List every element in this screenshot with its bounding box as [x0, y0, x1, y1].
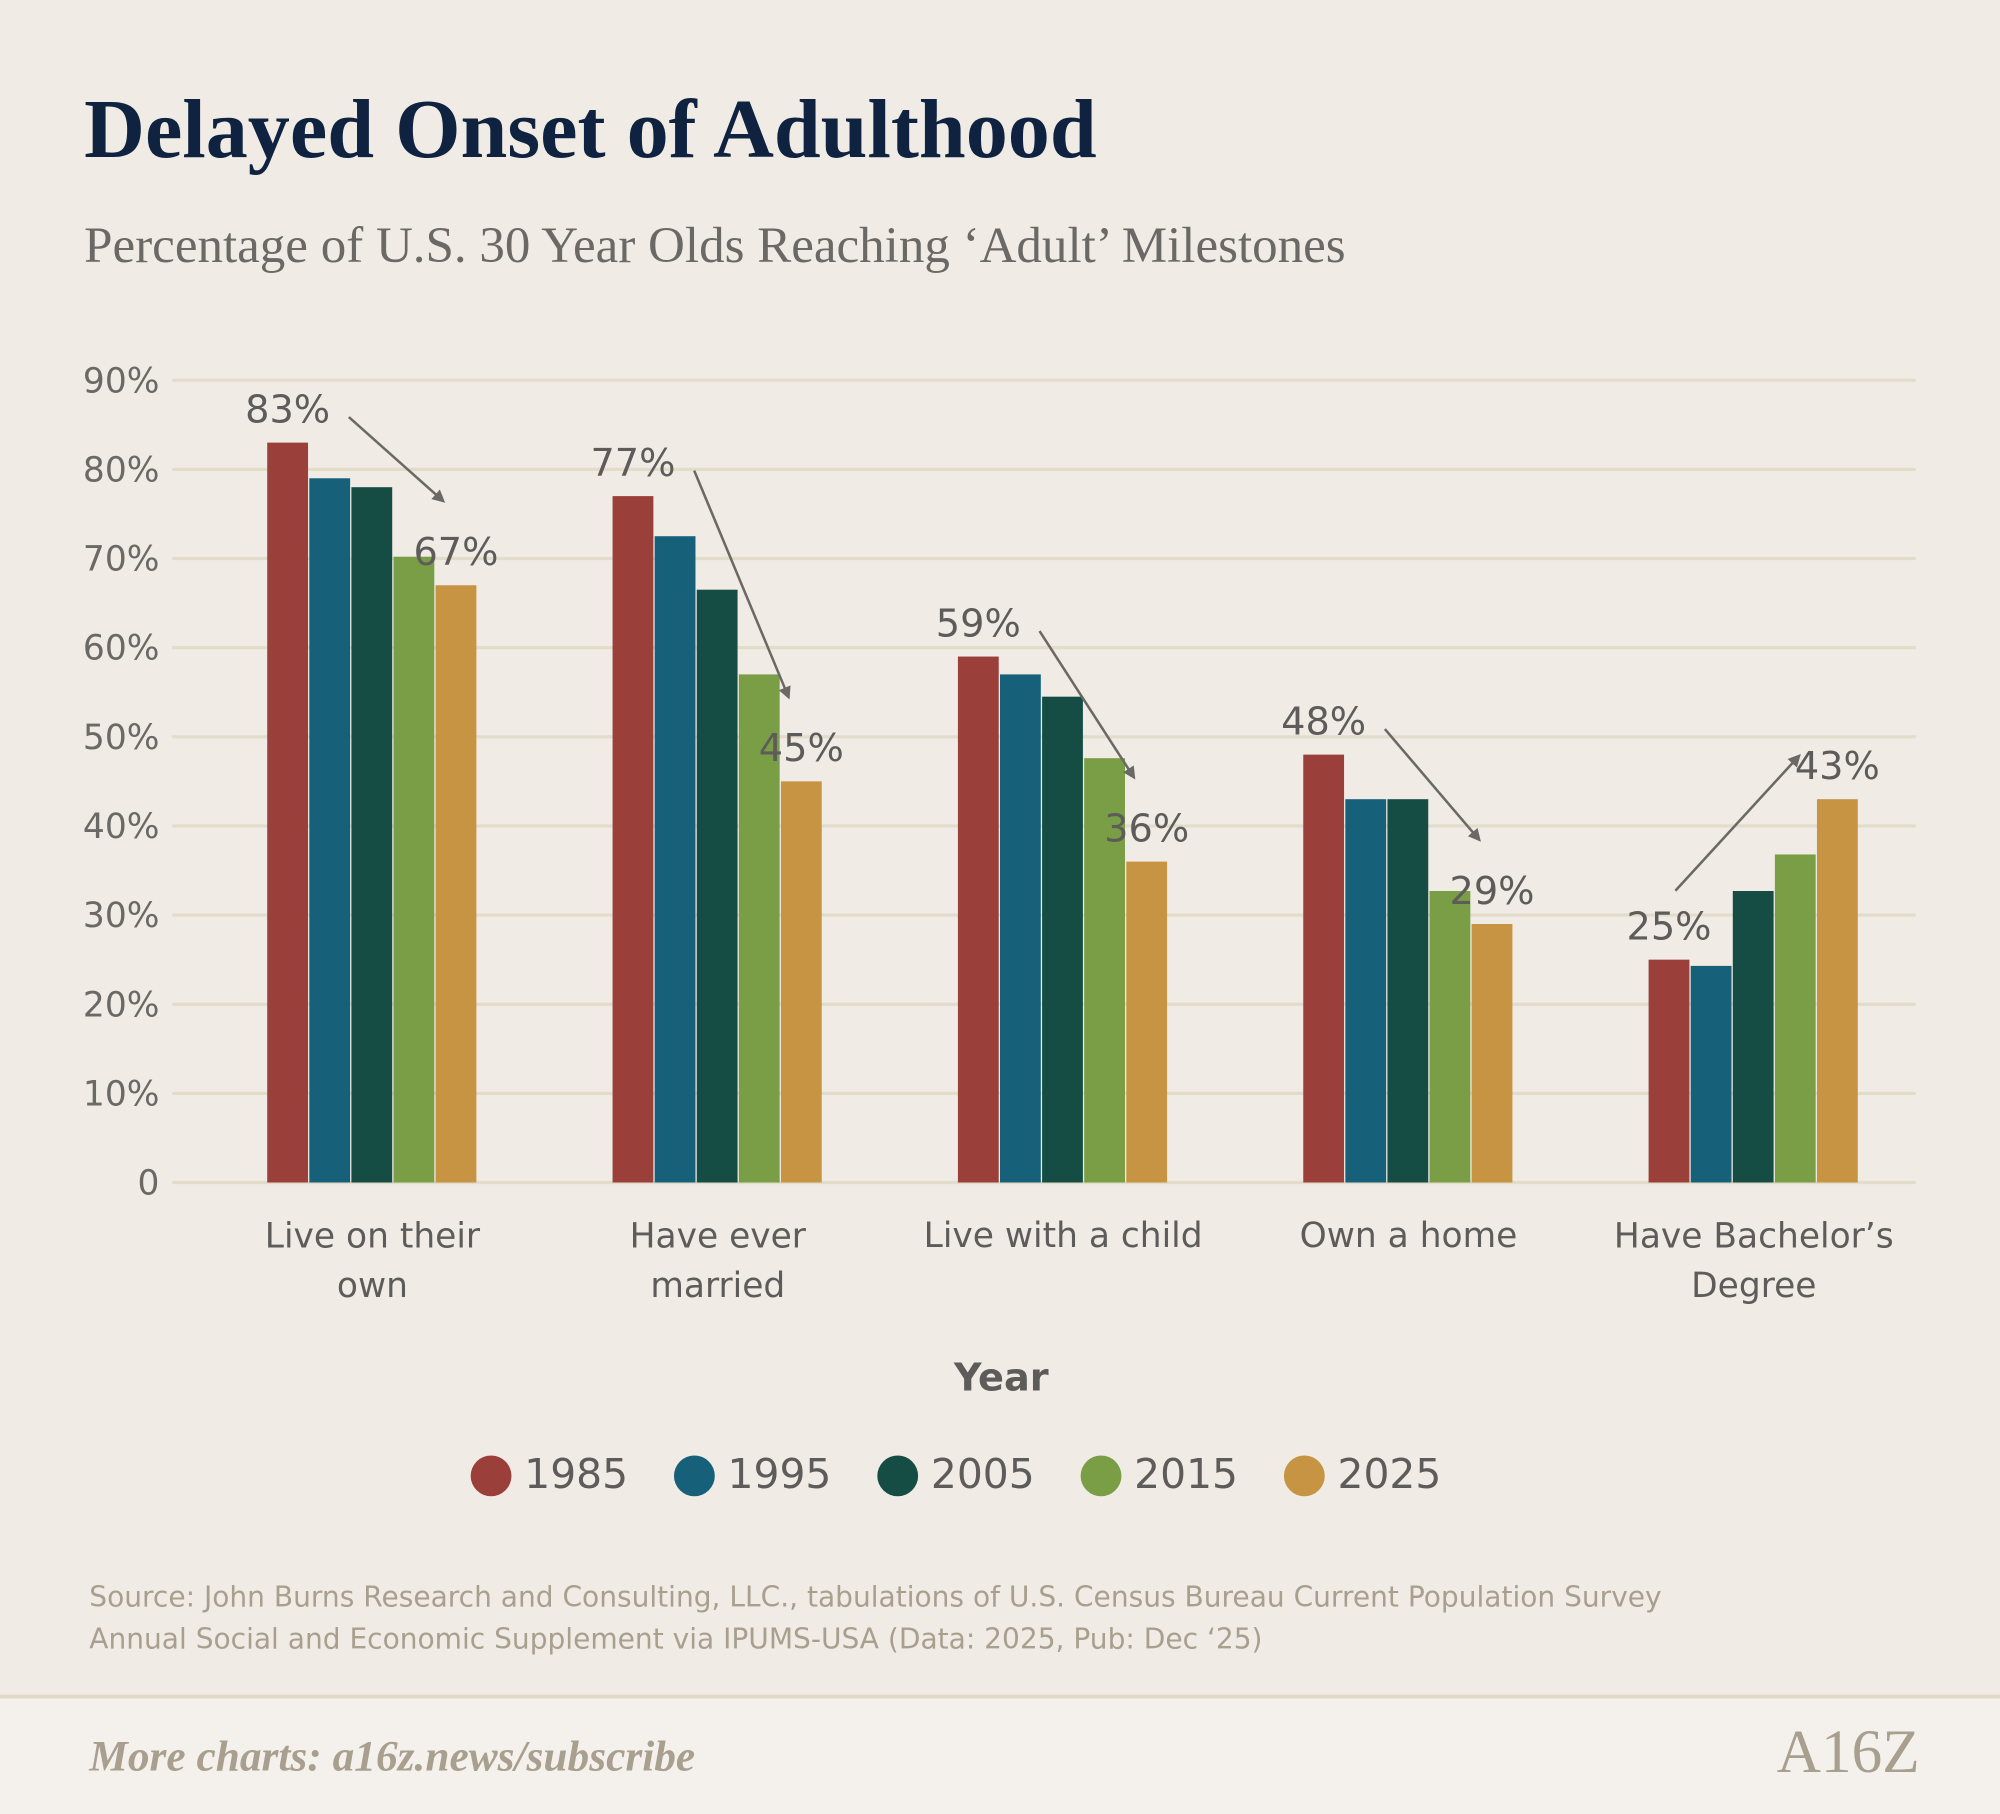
trend-arrow — [1383, 728, 1481, 842]
bar — [1000, 674, 1041, 1183]
source-note: Annual Social and Economic Supplement vi… — [89, 1622, 1262, 1655]
x-tick-label: Live on their own — [265, 1216, 481, 1306]
x-tick-label-line: Have ever — [630, 1216, 807, 1256]
legend-swatch — [877, 1455, 919, 1497]
bar — [267, 442, 309, 1183]
y-tick-label: 80% — [83, 450, 160, 490]
legend-label: 1995 — [728, 1450, 832, 1498]
bar — [309, 478, 351, 1183]
bar — [393, 556, 435, 1183]
y-tick-label: 50% — [83, 718, 160, 758]
data-label: 36% — [1104, 806, 1189, 851]
bar — [1690, 965, 1732, 1183]
data-label: 67% — [413, 530, 498, 575]
x-tick-label-line: own — [337, 1266, 408, 1306]
trend-arrow — [348, 416, 446, 503]
x-tick-label-line: Live on their — [265, 1216, 481, 1256]
data-label: 25% — [1626, 905, 1711, 950]
data-label: 43% — [1795, 744, 1880, 789]
x-tick-label-line: Have Bachelor’s — [1614, 1216, 1894, 1256]
logo: A16Z — [1777, 1718, 1920, 1786]
bar — [1471, 923, 1513, 1183]
bar — [738, 674, 780, 1183]
legend-title: Year — [953, 1356, 1049, 1401]
legend-swatch — [1283, 1455, 1325, 1497]
x-tick-label-line: married — [650, 1266, 785, 1306]
data-label: 59% — [936, 601, 1021, 646]
bar — [1648, 959, 1690, 1183]
y-tick-label: 20% — [83, 985, 160, 1025]
trend-arrow — [1038, 630, 1136, 780]
x-tick-label-line: Degree — [1691, 1266, 1816, 1306]
data-label: 45% — [759, 726, 844, 771]
bar — [435, 585, 477, 1183]
y-tick-label: 10% — [83, 1074, 160, 1114]
bar — [351, 487, 393, 1183]
bar — [696, 589, 738, 1183]
legend-label: 1985 — [524, 1450, 628, 1498]
legend-label: 2015 — [1134, 1450, 1238, 1498]
x-tick-label: Have ever married — [630, 1216, 807, 1306]
chart-title: Delayed Onset of Adulthood — [84, 83, 1097, 176]
y-tick-label: 60% — [83, 629, 160, 669]
bar — [1774, 854, 1816, 1183]
trend-arrow — [693, 470, 791, 700]
chart-subtitle: Percentage of U.S. 30 Year Olds Reaching… — [84, 218, 1345, 274]
footer-link[interactable]: More charts: a16z.news/subscribe — [88, 1732, 695, 1780]
y-tick-label: 70% — [83, 540, 160, 580]
trend-arrow — [1674, 753, 1801, 892]
bar — [1303, 754, 1345, 1183]
bar — [1732, 891, 1774, 1183]
bar — [654, 536, 696, 1183]
y-tick-label: 30% — [83, 896, 160, 936]
legend-label: 2005 — [931, 1450, 1035, 1498]
data-label: 48% — [1281, 700, 1366, 745]
x-tick-label: Live with a child — [924, 1216, 1203, 1256]
legend-swatch — [1080, 1455, 1122, 1497]
bar — [1387, 799, 1429, 1183]
bar — [1429, 891, 1471, 1183]
legend-label: 2025 — [1338, 1450, 1442, 1498]
bar — [1345, 799, 1387, 1183]
bar — [1042, 696, 1083, 1183]
footer-band — [0, 1696, 2000, 1814]
legend-swatch — [470, 1455, 512, 1497]
bar — [1126, 861, 1168, 1183]
x-tick-label: Have Bachelor’s Degree — [1614, 1216, 1894, 1306]
legend-swatch — [673, 1455, 715, 1497]
y-tick-label: 40% — [83, 807, 160, 847]
y-tick-label: 90% — [83, 361, 160, 401]
bar — [612, 496, 654, 1183]
source-note: Source: John Burns Research and Consulti… — [89, 1580, 1661, 1613]
x-tick-label: Own a home — [1300, 1216, 1518, 1256]
y-tick-label: 0 — [138, 1164, 160, 1204]
data-label: 83% — [245, 388, 330, 433]
data-label: 29% — [1450, 869, 1535, 914]
bar — [780, 781, 822, 1183]
bar — [957, 656, 999, 1183]
bar — [1816, 799, 1858, 1183]
data-label: 77% — [590, 441, 675, 486]
bar — [1084, 758, 1125, 1183]
